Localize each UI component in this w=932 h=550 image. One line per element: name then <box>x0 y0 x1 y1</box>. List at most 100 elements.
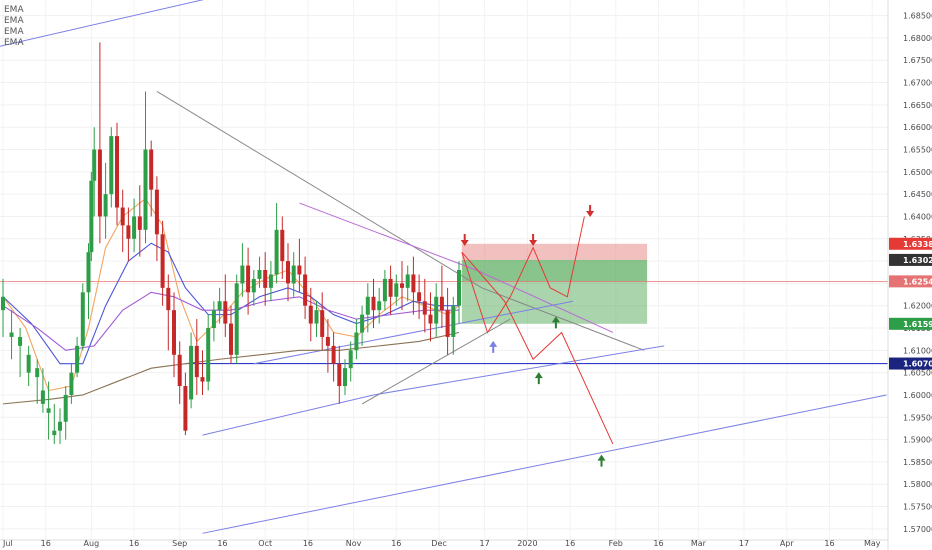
arrow-down-icon <box>460 233 469 246</box>
price-badge-label: 1.63026 <box>903 256 932 265</box>
x-tick-label: 17 <box>739 539 749 548</box>
candle-body <box>143 149 148 230</box>
arrow-up-icon <box>597 454 606 467</box>
time-axis[interactable]: Jul 16 Aug 16 Sep 16 Oct 16 Nov 16 Dec 17 2020 16 Feb 1… <box>0 539 888 548</box>
y-tick-label: 1.66000 <box>903 123 932 132</box>
price-badge <box>889 237 932 250</box>
candle-body <box>439 296 444 311</box>
position-zones <box>461 243 648 324</box>
candle-body <box>177 354 182 387</box>
candle-body <box>40 390 45 404</box>
y-tick-label: 1.68500 <box>903 12 932 21</box>
candle-body <box>35 368 40 378</box>
candle-body <box>274 229 279 275</box>
candle-body <box>291 265 296 284</box>
trendline <box>202 394 887 534</box>
x-tick-label: Mar <box>691 539 707 548</box>
candle-body <box>92 149 97 181</box>
trendlines <box>0 0 888 534</box>
candle-body <box>337 363 342 387</box>
y-tick-label: 1.59500 <box>903 413 932 422</box>
x-tick-label: Dec <box>431 539 446 548</box>
y-tick-label: 1.58500 <box>903 458 932 467</box>
x-tick-label: Aug <box>84 539 100 548</box>
candle-body <box>263 270 268 288</box>
candle-body <box>18 336 23 346</box>
profit-zone-upper <box>461 259 648 282</box>
candle-body <box>115 136 119 208</box>
arrow-up-icon <box>489 340 498 353</box>
x-tick-label: 16 <box>391 539 401 548</box>
candle-body <box>109 136 114 195</box>
x-tick-label: 2020 <box>517 539 537 548</box>
candle-body <box>445 310 450 337</box>
candle-body <box>377 301 382 311</box>
legend-entry: EMA <box>4 38 24 48</box>
y-tick-label: 1.66500 <box>903 101 932 110</box>
trendline <box>299 202 614 333</box>
x-tick-label: Oct <box>258 539 272 548</box>
price-axis[interactable]: 1.68500 1.68000 1.67500 1.67000 1.66500 1.660… <box>887 0 932 550</box>
candle-body <box>411 274 416 293</box>
candle-body <box>343 368 347 387</box>
candle-body <box>1 296 5 311</box>
projection-paths <box>461 216 614 445</box>
candle-body <box>149 149 154 190</box>
y-tick-label: 1.60000 <box>903 391 932 400</box>
x-tick-label: Feb <box>609 539 623 548</box>
candle-body <box>394 283 399 297</box>
candle-body <box>382 278 387 302</box>
y-tick-label: 1.64500 <box>903 190 932 199</box>
candle-body <box>160 234 165 288</box>
candle-body <box>246 265 251 293</box>
candle-body <box>89 180 94 253</box>
x-tick-label: Nov <box>346 539 362 548</box>
candle-body <box>234 283 239 355</box>
candle-body <box>457 270 461 306</box>
candle-body <box>360 314 365 333</box>
arrow-up-icon <box>551 316 560 329</box>
x-tick-label: 16 <box>41 539 51 548</box>
candle-body <box>240 265 245 284</box>
x-tick-label: May <box>864 539 881 548</box>
legend-entry: EMA <box>4 5 24 15</box>
y-tick-label: 1.58000 <box>903 480 932 489</box>
projection-path <box>461 216 585 334</box>
y-tick-label: 1.62000 <box>903 302 932 311</box>
arrow-up-icon <box>534 372 543 385</box>
candle-body <box>217 301 222 311</box>
stop-loss-zone <box>461 243 648 260</box>
candle-body <box>75 345 80 373</box>
candle-body <box>200 377 205 382</box>
candle-body <box>371 296 376 311</box>
candle-body <box>103 194 108 217</box>
x-tick-label: 16 <box>565 539 575 548</box>
candle-body <box>69 372 74 395</box>
x-tick-label: 16 <box>303 539 313 548</box>
ema-line-long <box>2 331 460 405</box>
price-badge <box>889 357 932 370</box>
candle-body <box>251 278 256 293</box>
grid <box>0 0 888 540</box>
candle-body <box>451 305 456 337</box>
candle-body <box>183 386 188 431</box>
candle-body <box>297 265 302 275</box>
candle-body <box>166 287 171 311</box>
candle-body <box>388 278 393 297</box>
candle-body <box>206 328 211 382</box>
candle-body <box>348 350 353 369</box>
price-badge <box>889 275 932 288</box>
candle-body <box>26 354 31 373</box>
candle-body <box>257 270 262 279</box>
candle-body <box>308 305 313 324</box>
trendline <box>253 300 574 365</box>
candle-body <box>132 216 137 239</box>
projection-path <box>461 251 614 445</box>
candle-body <box>268 274 273 288</box>
x-tick-label: 17 <box>480 539 490 548</box>
trendline <box>361 318 511 405</box>
candle-body <box>325 336 330 346</box>
candle-body <box>137 216 142 230</box>
